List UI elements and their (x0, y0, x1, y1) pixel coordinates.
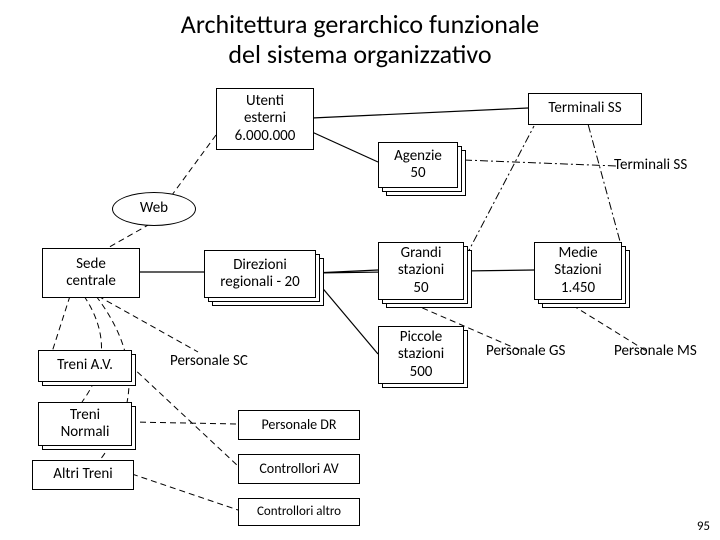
node-piccole-stazioni: Piccole stazioni 500 (378, 326, 464, 384)
node-agenzie: Agenzie 50 (378, 142, 458, 188)
node-web: Web (112, 192, 196, 226)
slide-title: Architettura gerarchico funzionale del s… (0, 10, 720, 70)
node-medie-stazioni: Medie Stazioni 1.450 (534, 242, 622, 300)
label-personale-gs: Personale GS (486, 342, 565, 360)
node-altri-treni: Altri Treni (32, 460, 134, 490)
node-personale-dr: Personale DR (238, 410, 360, 440)
label-personale-sc: Personale SC (170, 352, 248, 370)
node-direzioni-regionali: Direzioni regionali - 20 (204, 250, 316, 298)
node-sede-centrale: Sede centrale (42, 248, 140, 298)
node-terminali-ss-top: Terminali SS (528, 93, 642, 125)
title-line2: del sistema organizzativo (228, 38, 491, 70)
node-treni-av: Treni A.V. (38, 350, 132, 382)
label-personale-ms: Personale MS (614, 342, 697, 360)
node-grandi-stazioni: Grandi stazioni 50 (378, 242, 464, 300)
page-number: 95 (697, 519, 710, 534)
label-terminali-ss-right: Terminali SS (614, 156, 687, 174)
node-controllori-altro: Controllori altro (238, 498, 360, 526)
title-line1: Architettura gerarchico funzionale (181, 8, 539, 40)
node-utenti-esterni: Utenti esterni 6.000.000 (216, 88, 314, 150)
node-controllori-av: Controllori AV (238, 454, 360, 484)
node-treni-normali: Treni Normali (38, 402, 132, 446)
